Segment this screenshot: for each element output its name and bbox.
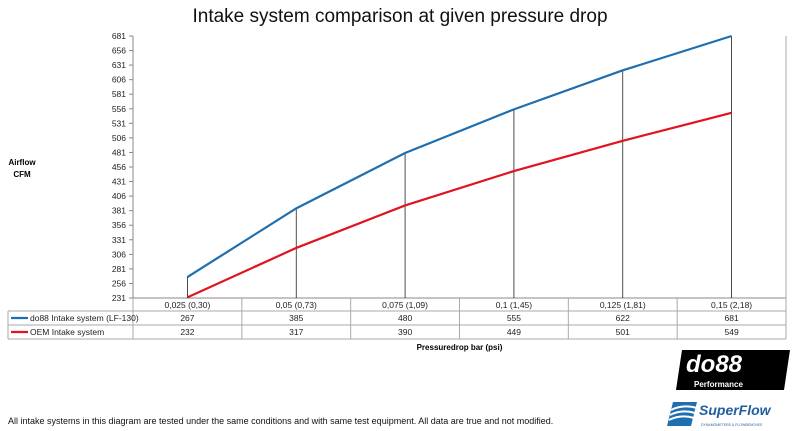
y-tick-label: 631 — [112, 60, 126, 70]
x-tick-label: 0,075 (1,09) — [382, 300, 428, 310]
x-tick-label: 0,15 (2,18) — [711, 300, 752, 310]
y-tick-label: 556 — [112, 104, 126, 114]
table-cell: 480 — [398, 313, 412, 323]
table-cell: 449 — [507, 327, 521, 337]
table-cell: 501 — [616, 327, 630, 337]
table-cell: 555 — [507, 313, 521, 323]
footer-note: All intake systems in this diagram are t… — [8, 416, 554, 426]
y-tick-label: 256 — [112, 278, 126, 288]
y-tick-label: 381 — [112, 206, 126, 216]
table-cell: 232 — [180, 327, 194, 337]
y-tick-label: 331 — [112, 235, 126, 245]
x-axis-label: Pressuredrop bar (psi) — [416, 343, 503, 352]
y-tick-label: 281 — [112, 264, 126, 274]
x-tick-label: 0,05 (0,73) — [276, 300, 317, 310]
table-cell: 681 — [724, 313, 738, 323]
y-tick-label: 606 — [112, 75, 126, 85]
x-tick-label: 0,125 (1,81) — [600, 300, 646, 310]
table-cell: 622 — [616, 313, 630, 323]
svg-text:do88: do88 — [686, 351, 743, 378]
y-tick-label: 231 — [112, 293, 126, 303]
do88-logo: do88 Performance — [676, 350, 790, 390]
table-cell: 317 — [289, 327, 303, 337]
chart-svg: 231 256 281 306 331 356 381 406 431 456 481 506 531 5… — [7, 31, 787, 340]
y-tick-label: 431 — [112, 177, 126, 187]
y-tick-label: 356 — [112, 220, 126, 230]
svg-text:Performance: Performance — [694, 380, 743, 389]
y-tick-label: 456 — [112, 162, 126, 172]
y-axis-label: Airflow CFM — [2, 157, 42, 181]
y-tick-label: 581 — [112, 89, 126, 99]
y-tick-label: 306 — [112, 249, 126, 259]
series-line — [186, 111, 732, 299]
table-cell: 390 — [398, 327, 412, 337]
table-cell: 385 — [289, 313, 303, 323]
y-tick-label: 531 — [112, 118, 126, 128]
superflow-logo: SuperFlow DYNAMOMETERS & FLOWBENCHES — [667, 402, 772, 427]
y-tick-label: 481 — [112, 147, 126, 157]
legend-label: do88 Intake system (LF-130) — [30, 313, 139, 323]
y-tick-label: 681 — [112, 31, 126, 41]
table-cell: 267 — [180, 313, 194, 323]
series-line — [186, 34, 732, 278]
legend-label: OEM Intake system — [30, 327, 104, 337]
y-label-line1: Airflow — [8, 158, 36, 167]
y-tick-label: 656 — [112, 46, 126, 56]
x-tick-label: 0,1 (1,45) — [496, 300, 533, 310]
svg-text:DYNAMOMETERS & FLOWBENCHES: DYNAMOMETERS & FLOWBENCHES — [701, 423, 763, 427]
table-cell: 549 — [724, 327, 738, 337]
y-tick-label: 406 — [112, 191, 126, 201]
y-tick-label: 506 — [112, 133, 126, 143]
svg-text:SuperFlow: SuperFlow — [699, 402, 772, 418]
chart-title: Intake system comparison at given pressu… — [192, 6, 608, 27]
y-label-line2: CFM — [13, 170, 31, 179]
x-tick-label: 0,025 (0,30) — [164, 300, 210, 310]
